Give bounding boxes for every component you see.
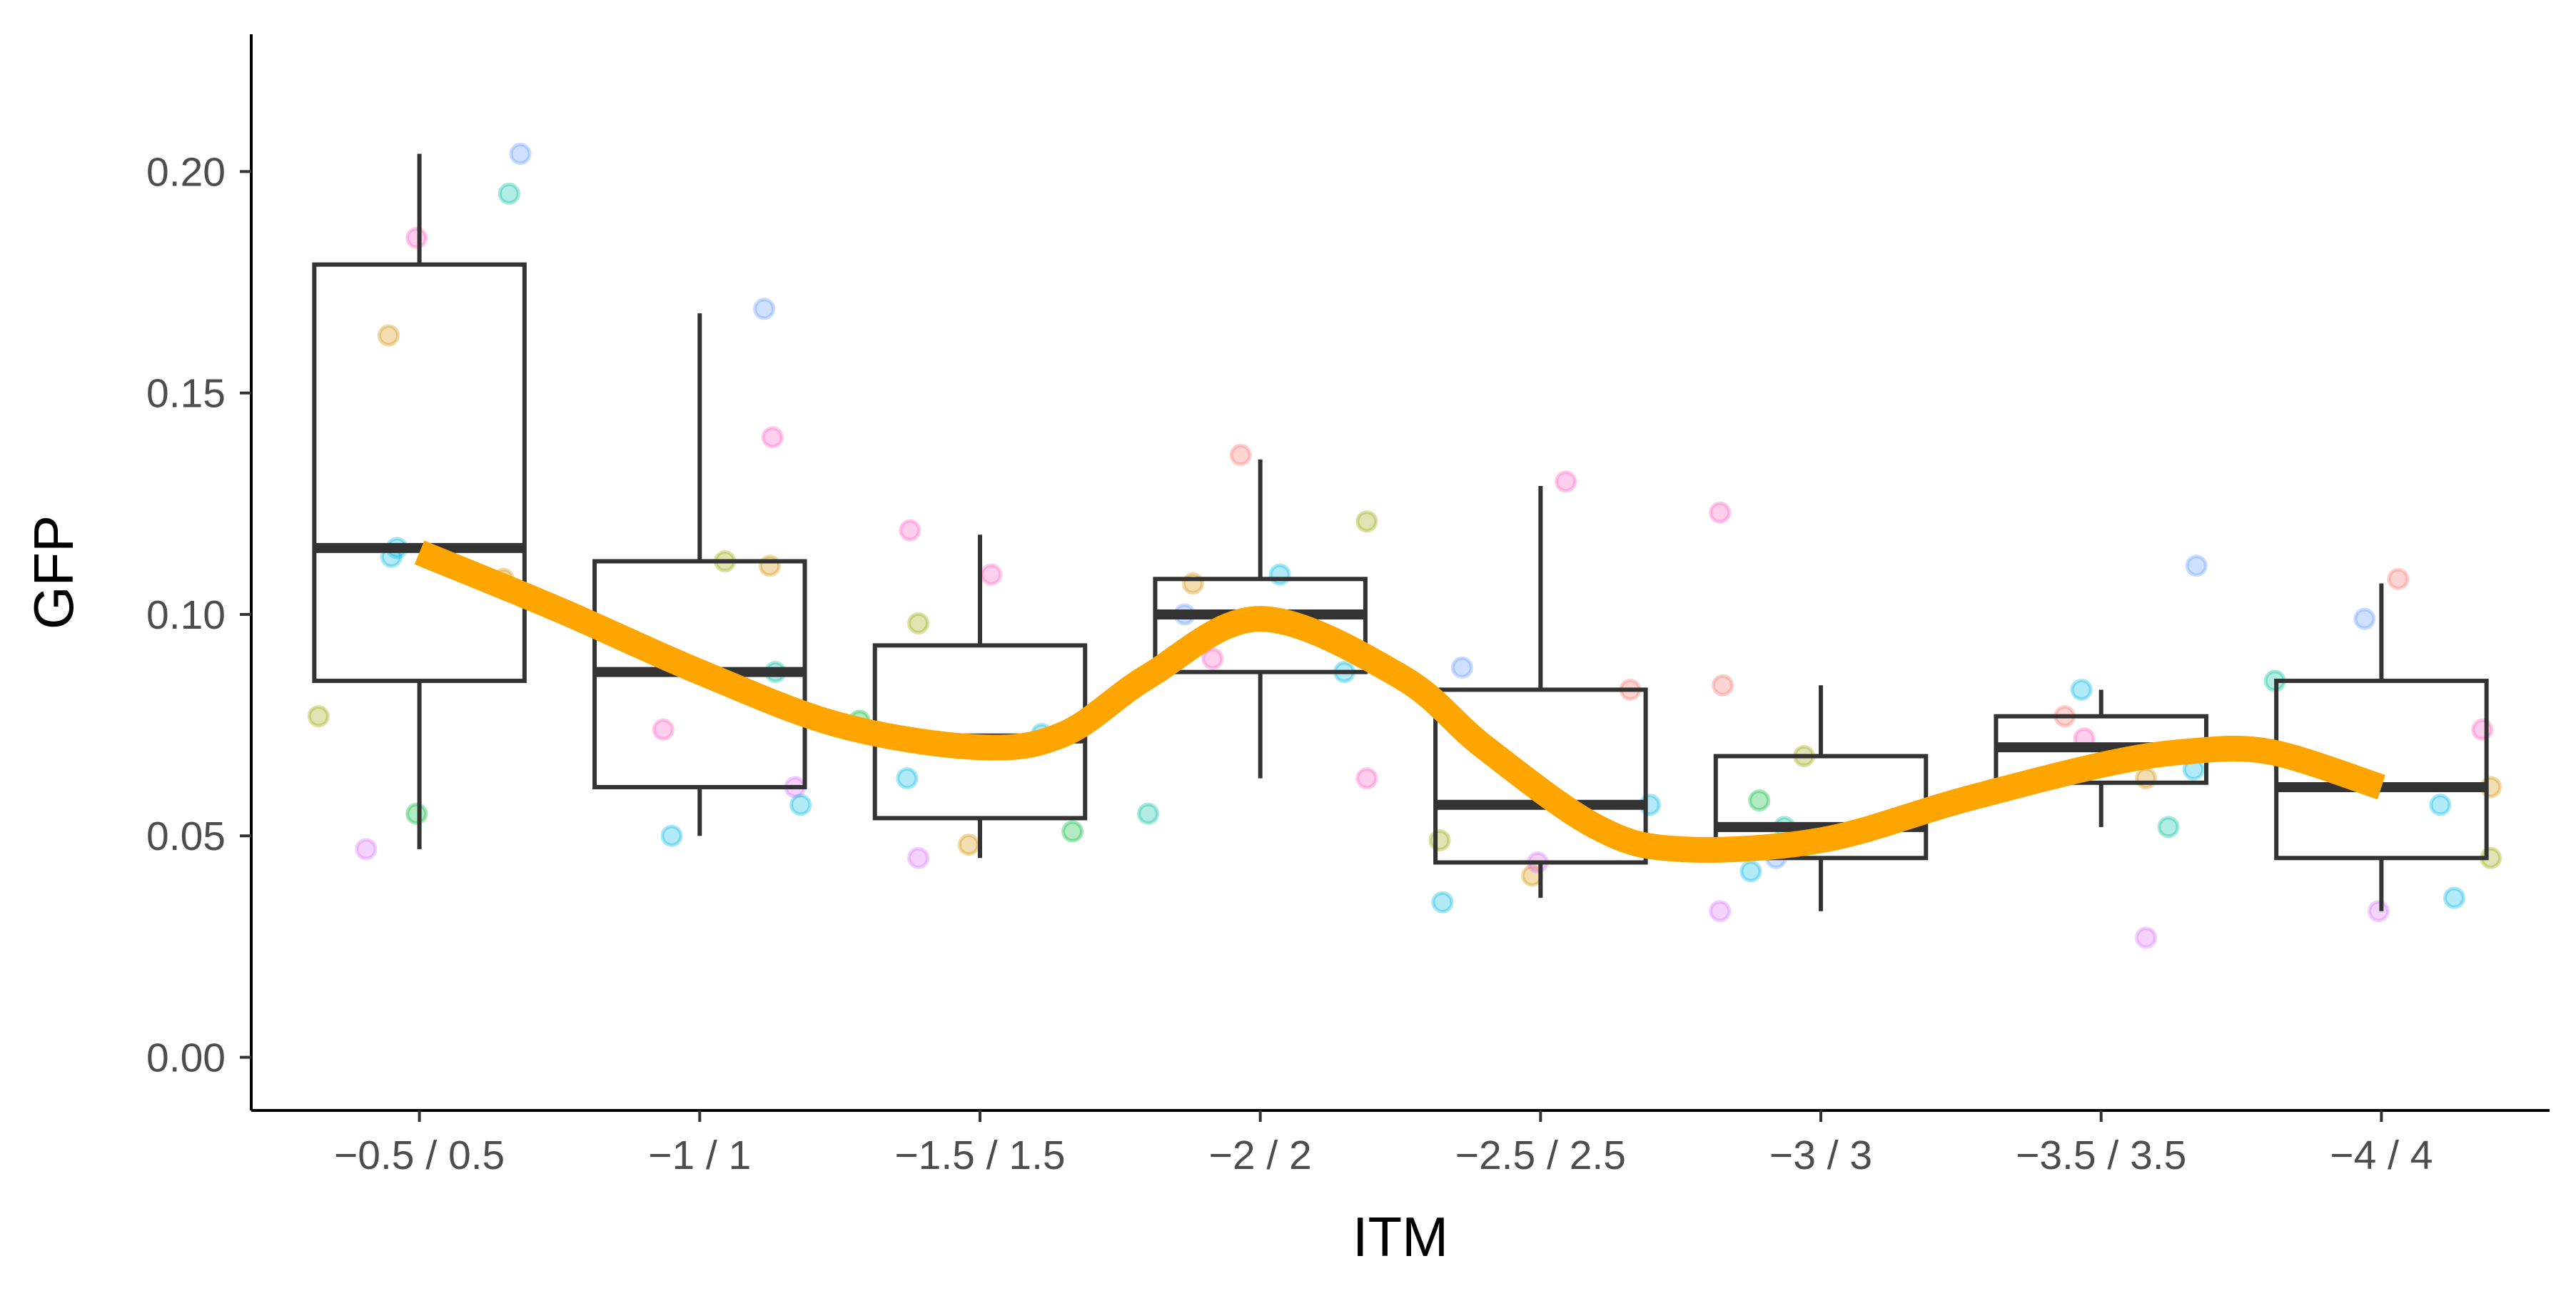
y-tick-label: 0.15 xyxy=(146,371,226,417)
box xyxy=(2274,679,2489,861)
data-point xyxy=(761,426,784,449)
box xyxy=(1433,687,1648,865)
data-point xyxy=(2443,886,2465,909)
x-tick-label: −2 / 2 xyxy=(1209,1133,1312,1178)
x-tick-label: −4 / 4 xyxy=(2330,1133,2433,1178)
trend-layer xyxy=(414,540,2385,863)
x-tick-label: −1 / 1 xyxy=(648,1133,751,1178)
data-point xyxy=(907,846,930,869)
data-point xyxy=(2070,678,2093,701)
axes: 0.00 0.05 0.10 0.15 0.20 −0.5 / 0.5 −1 / 1 −1.… xyxy=(146,34,2550,1178)
data-point xyxy=(509,143,532,166)
y-tick-label: 0.05 xyxy=(146,814,226,859)
data-point xyxy=(899,519,921,542)
data-point xyxy=(1709,501,1732,524)
data-point xyxy=(1355,767,1378,790)
data-point xyxy=(660,824,683,847)
data-point xyxy=(1739,860,1762,883)
data-point xyxy=(355,838,378,861)
x-tick-label: −1.5 / 1.5 xyxy=(894,1133,1065,1178)
data-point xyxy=(377,324,400,347)
box xyxy=(312,262,527,684)
data-point xyxy=(789,794,812,816)
data-point xyxy=(957,834,980,856)
x-tick-label: −3 / 3 xyxy=(1769,1133,1872,1178)
data-point xyxy=(1229,444,1252,467)
y-tick-label: 0.00 xyxy=(146,1036,226,1081)
x-tick-label: −2.5 / 2.5 xyxy=(1455,1133,1626,1178)
data-point xyxy=(2185,555,2208,577)
data-point xyxy=(2157,816,2180,839)
data-point xyxy=(1061,820,1084,843)
data-point xyxy=(1201,647,1224,670)
data-point xyxy=(896,767,919,790)
data-point xyxy=(1431,891,1454,913)
data-point xyxy=(405,226,428,249)
data-point xyxy=(1712,674,1734,697)
trend-line xyxy=(414,540,2385,863)
data-point xyxy=(1555,470,1577,493)
y-tick-label: 0.20 xyxy=(146,149,226,195)
x-axis-title: ITM xyxy=(1353,1205,1448,1268)
y-axis-title: GFP xyxy=(22,515,85,629)
data-point xyxy=(753,298,776,320)
boxplots xyxy=(312,153,2489,911)
data-point xyxy=(2367,900,2390,923)
data-point xyxy=(1355,510,1378,533)
data-point xyxy=(307,705,330,728)
data-point xyxy=(2135,926,2158,949)
jitter-points xyxy=(307,143,2502,949)
data-point xyxy=(1137,802,1160,825)
data-point xyxy=(1450,656,1473,679)
x-tick-label: −0.5 / 0.5 xyxy=(334,1133,505,1178)
data-point xyxy=(652,718,675,741)
data-point xyxy=(497,182,520,205)
x-tick-label: −3.5 / 3.5 xyxy=(2016,1133,2186,1178)
x-axis-ticks: −0.5 / 0.5 −1 / 1 −1.5 / 1.5 −2 / 2 −2.5 / 2… xyxy=(334,1110,2433,1178)
data-point xyxy=(1748,789,1771,812)
data-point xyxy=(980,563,1003,586)
data-point xyxy=(405,802,428,825)
y-tick-label: 0.10 xyxy=(146,592,226,638)
data-point xyxy=(2429,794,2452,816)
data-point xyxy=(2387,567,2410,590)
data-point xyxy=(2353,607,2376,630)
data-point xyxy=(907,612,930,634)
data-point xyxy=(1709,900,1732,923)
y-axis-ticks: 0.00 0.05 0.10 0.15 0.20 xyxy=(146,149,251,1081)
box xyxy=(1153,577,1368,674)
